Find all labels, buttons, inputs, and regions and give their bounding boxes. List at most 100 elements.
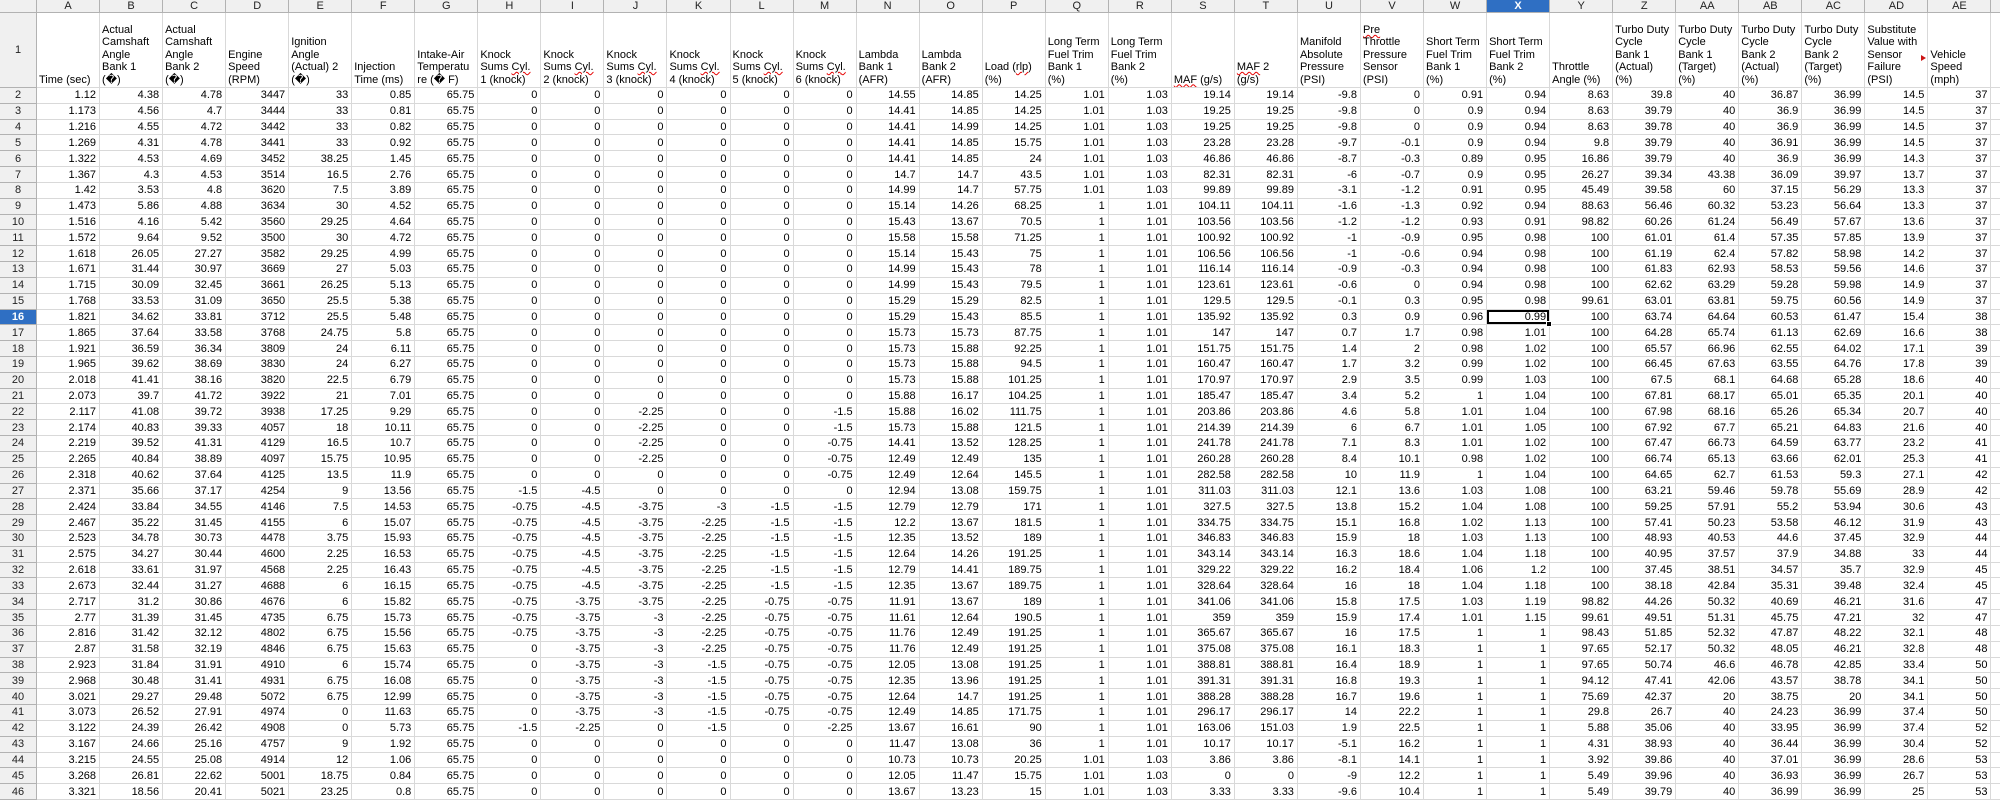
cell-D41[interactable]: 4974 [226, 705, 290, 721]
cell-B44[interactable]: 24.55 [100, 752, 164, 769]
cell-AA31[interactable]: 37.57 [1676, 546, 1740, 563]
cell-Y39[interactable]: 94.12 [1550, 673, 1614, 690]
cell-X8[interactable]: 0.95 [1487, 182, 1551, 199]
cell-P46[interactable]: 15 [982, 784, 1046, 800]
row-header-13[interactable]: 13 [0, 262, 37, 278]
cell-A41[interactable]: 3.073 [37, 705, 101, 721]
cell-AE20[interactable]: 40 [1928, 372, 1992, 389]
cell-O36[interactable]: 12.49 [919, 625, 983, 642]
cell-F4[interactable]: 0.82 [352, 119, 416, 136]
cell-A6[interactable]: 1.322 [37, 151, 101, 168]
cell-P23[interactable]: 121.5 [982, 420, 1046, 437]
cell-R35[interactable]: 1.01 [1108, 610, 1172, 626]
cell-B32[interactable]: 33.61 [100, 562, 164, 579]
cell-R30[interactable]: 1.01 [1108, 531, 1172, 547]
row-header-38[interactable]: 38 [0, 657, 37, 674]
cell-Q26[interactable]: 1 [1045, 467, 1109, 484]
cell-AE31[interactable]: 44 [1928, 546, 1992, 563]
cell-H26[interactable]: 0 [478, 467, 542, 484]
cell-S29[interactable]: 334.75 [1171, 515, 1235, 532]
cell-B24[interactable]: 39.52 [100, 436, 164, 452]
cell-AD18[interactable]: 17.1 [1865, 341, 1929, 357]
cell-I16[interactable]: 0 [541, 309, 605, 326]
cell-Y19[interactable]: 100 [1550, 356, 1614, 373]
cell-AD24[interactable]: 23.2 [1865, 436, 1929, 452]
cell-W38[interactable]: 1 [1424, 657, 1488, 674]
cell-S3[interactable]: 19.25 [1171, 103, 1235, 120]
cell-AB18[interactable]: 62.55 [1739, 341, 1803, 357]
cell-AB40[interactable]: 38.75 [1739, 689, 1803, 706]
cell-J24[interactable]: -2.25 [604, 436, 668, 452]
cell-AD29[interactable]: 31.9 [1865, 515, 1929, 532]
cell-Q23[interactable]: 1 [1045, 420, 1109, 437]
cell-Y3[interactable]: 8.63 [1550, 103, 1614, 120]
cell-K28[interactable]: -3 [667, 499, 731, 516]
cell-Q3[interactable]: 1.01 [1045, 103, 1109, 120]
cell-A8[interactable]: 1.42 [37, 182, 101, 199]
cell-AD45[interactable]: 26.7 [1865, 768, 1929, 785]
cell-W3[interactable]: 0.9 [1424, 103, 1488, 120]
cell-Y31[interactable]: 100 [1550, 546, 1614, 563]
cell-R6[interactable]: 1.03 [1108, 151, 1172, 168]
cell-D37[interactable]: 4846 [226, 641, 290, 658]
cell-AA24[interactable]: 66.73 [1676, 436, 1740, 452]
cell-AD31[interactable]: 33 [1865, 546, 1929, 563]
cell-S2[interactable]: 19.14 [1171, 88, 1235, 104]
cell-AB20[interactable]: 64.68 [1739, 372, 1803, 389]
cell-R14[interactable]: 1.01 [1108, 277, 1172, 294]
cell-AE5[interactable]: 37 [1928, 135, 1992, 152]
column-header-D[interactable]: D [226, 0, 290, 13]
cell-Y20[interactable]: 100 [1550, 372, 1614, 389]
cell-M7[interactable]: 0 [793, 167, 857, 183]
cell-R19[interactable]: 1.01 [1108, 356, 1172, 373]
cell-N24[interactable]: 14.41 [856, 436, 920, 452]
cell-P4[interactable]: 14.25 [982, 119, 1046, 136]
cell-U32[interactable]: 16.2 [1297, 562, 1361, 579]
cell-K14[interactable]: 0 [667, 277, 731, 294]
cell-K20[interactable]: 0 [667, 372, 731, 389]
cell-AD30[interactable]: 32.9 [1865, 531, 1929, 547]
cell-L27[interactable]: 0 [730, 483, 794, 500]
cell-D9[interactable]: 3634 [226, 198, 290, 215]
cell-AE19[interactable]: 39 [1928, 356, 1992, 373]
cell-AA17[interactable]: 65.74 [1676, 325, 1740, 342]
cell-Y41[interactable]: 29.8 [1550, 705, 1614, 721]
cell-E14[interactable]: 26.25 [289, 277, 353, 294]
cell-K23[interactable]: 0 [667, 420, 731, 437]
row-header-29[interactable]: 29 [0, 515, 37, 532]
cell-Q39[interactable]: 1 [1045, 673, 1109, 690]
cell-Z27[interactable]: 63.21 [1613, 483, 1677, 500]
cell-X21[interactable]: 1.04 [1487, 388, 1551, 405]
cell-U27[interactable]: 12.1 [1297, 483, 1361, 500]
cell-Z2[interactable]: 39.8 [1613, 88, 1677, 104]
cell-E13[interactable]: 27 [289, 262, 353, 278]
cell-O9[interactable]: 14.26 [919, 198, 983, 215]
cell-J12[interactable]: 0 [604, 246, 668, 263]
cell-Y4[interactable]: 8.63 [1550, 119, 1614, 136]
cell-U26[interactable]: 10 [1297, 467, 1361, 484]
cell-H24[interactable]: 0 [478, 436, 542, 452]
cell-E19[interactable]: 24 [289, 356, 353, 373]
cell-G28[interactable]: 65.75 [415, 499, 479, 516]
cell-N10[interactable]: 15.43 [856, 214, 920, 231]
cell-Q36[interactable]: 1 [1045, 625, 1109, 642]
cell-AB44[interactable]: 37.01 [1739, 752, 1803, 769]
cell-D5[interactable]: 3441 [226, 135, 290, 152]
row-header-2[interactable]: 2 [0, 88, 37, 104]
cell-W2[interactable]: 0.91 [1424, 88, 1488, 104]
cell-Q13[interactable]: 1 [1045, 262, 1109, 278]
row-header-15[interactable]: 15 [0, 293, 37, 310]
cell-I19[interactable]: 0 [541, 356, 605, 373]
cell-D8[interactable]: 3620 [226, 182, 290, 199]
cell-W44[interactable]: 1 [1424, 752, 1488, 769]
cell-E15[interactable]: 25.5 [289, 293, 353, 310]
cell-A25[interactable]: 2.265 [37, 451, 101, 468]
cell-V2[interactable]: 0 [1360, 88, 1425, 104]
cell-E8[interactable]: 7.5 [289, 182, 353, 199]
cell-P36[interactable]: 191.25 [982, 625, 1046, 642]
column-header-Y[interactable]: Y [1550, 0, 1614, 13]
cell-Z12[interactable]: 61.19 [1613, 246, 1677, 263]
cell-Q19[interactable]: 1 [1045, 356, 1109, 373]
cell-M21[interactable]: 0 [793, 388, 857, 405]
cell-X39[interactable]: 1 [1487, 673, 1551, 690]
